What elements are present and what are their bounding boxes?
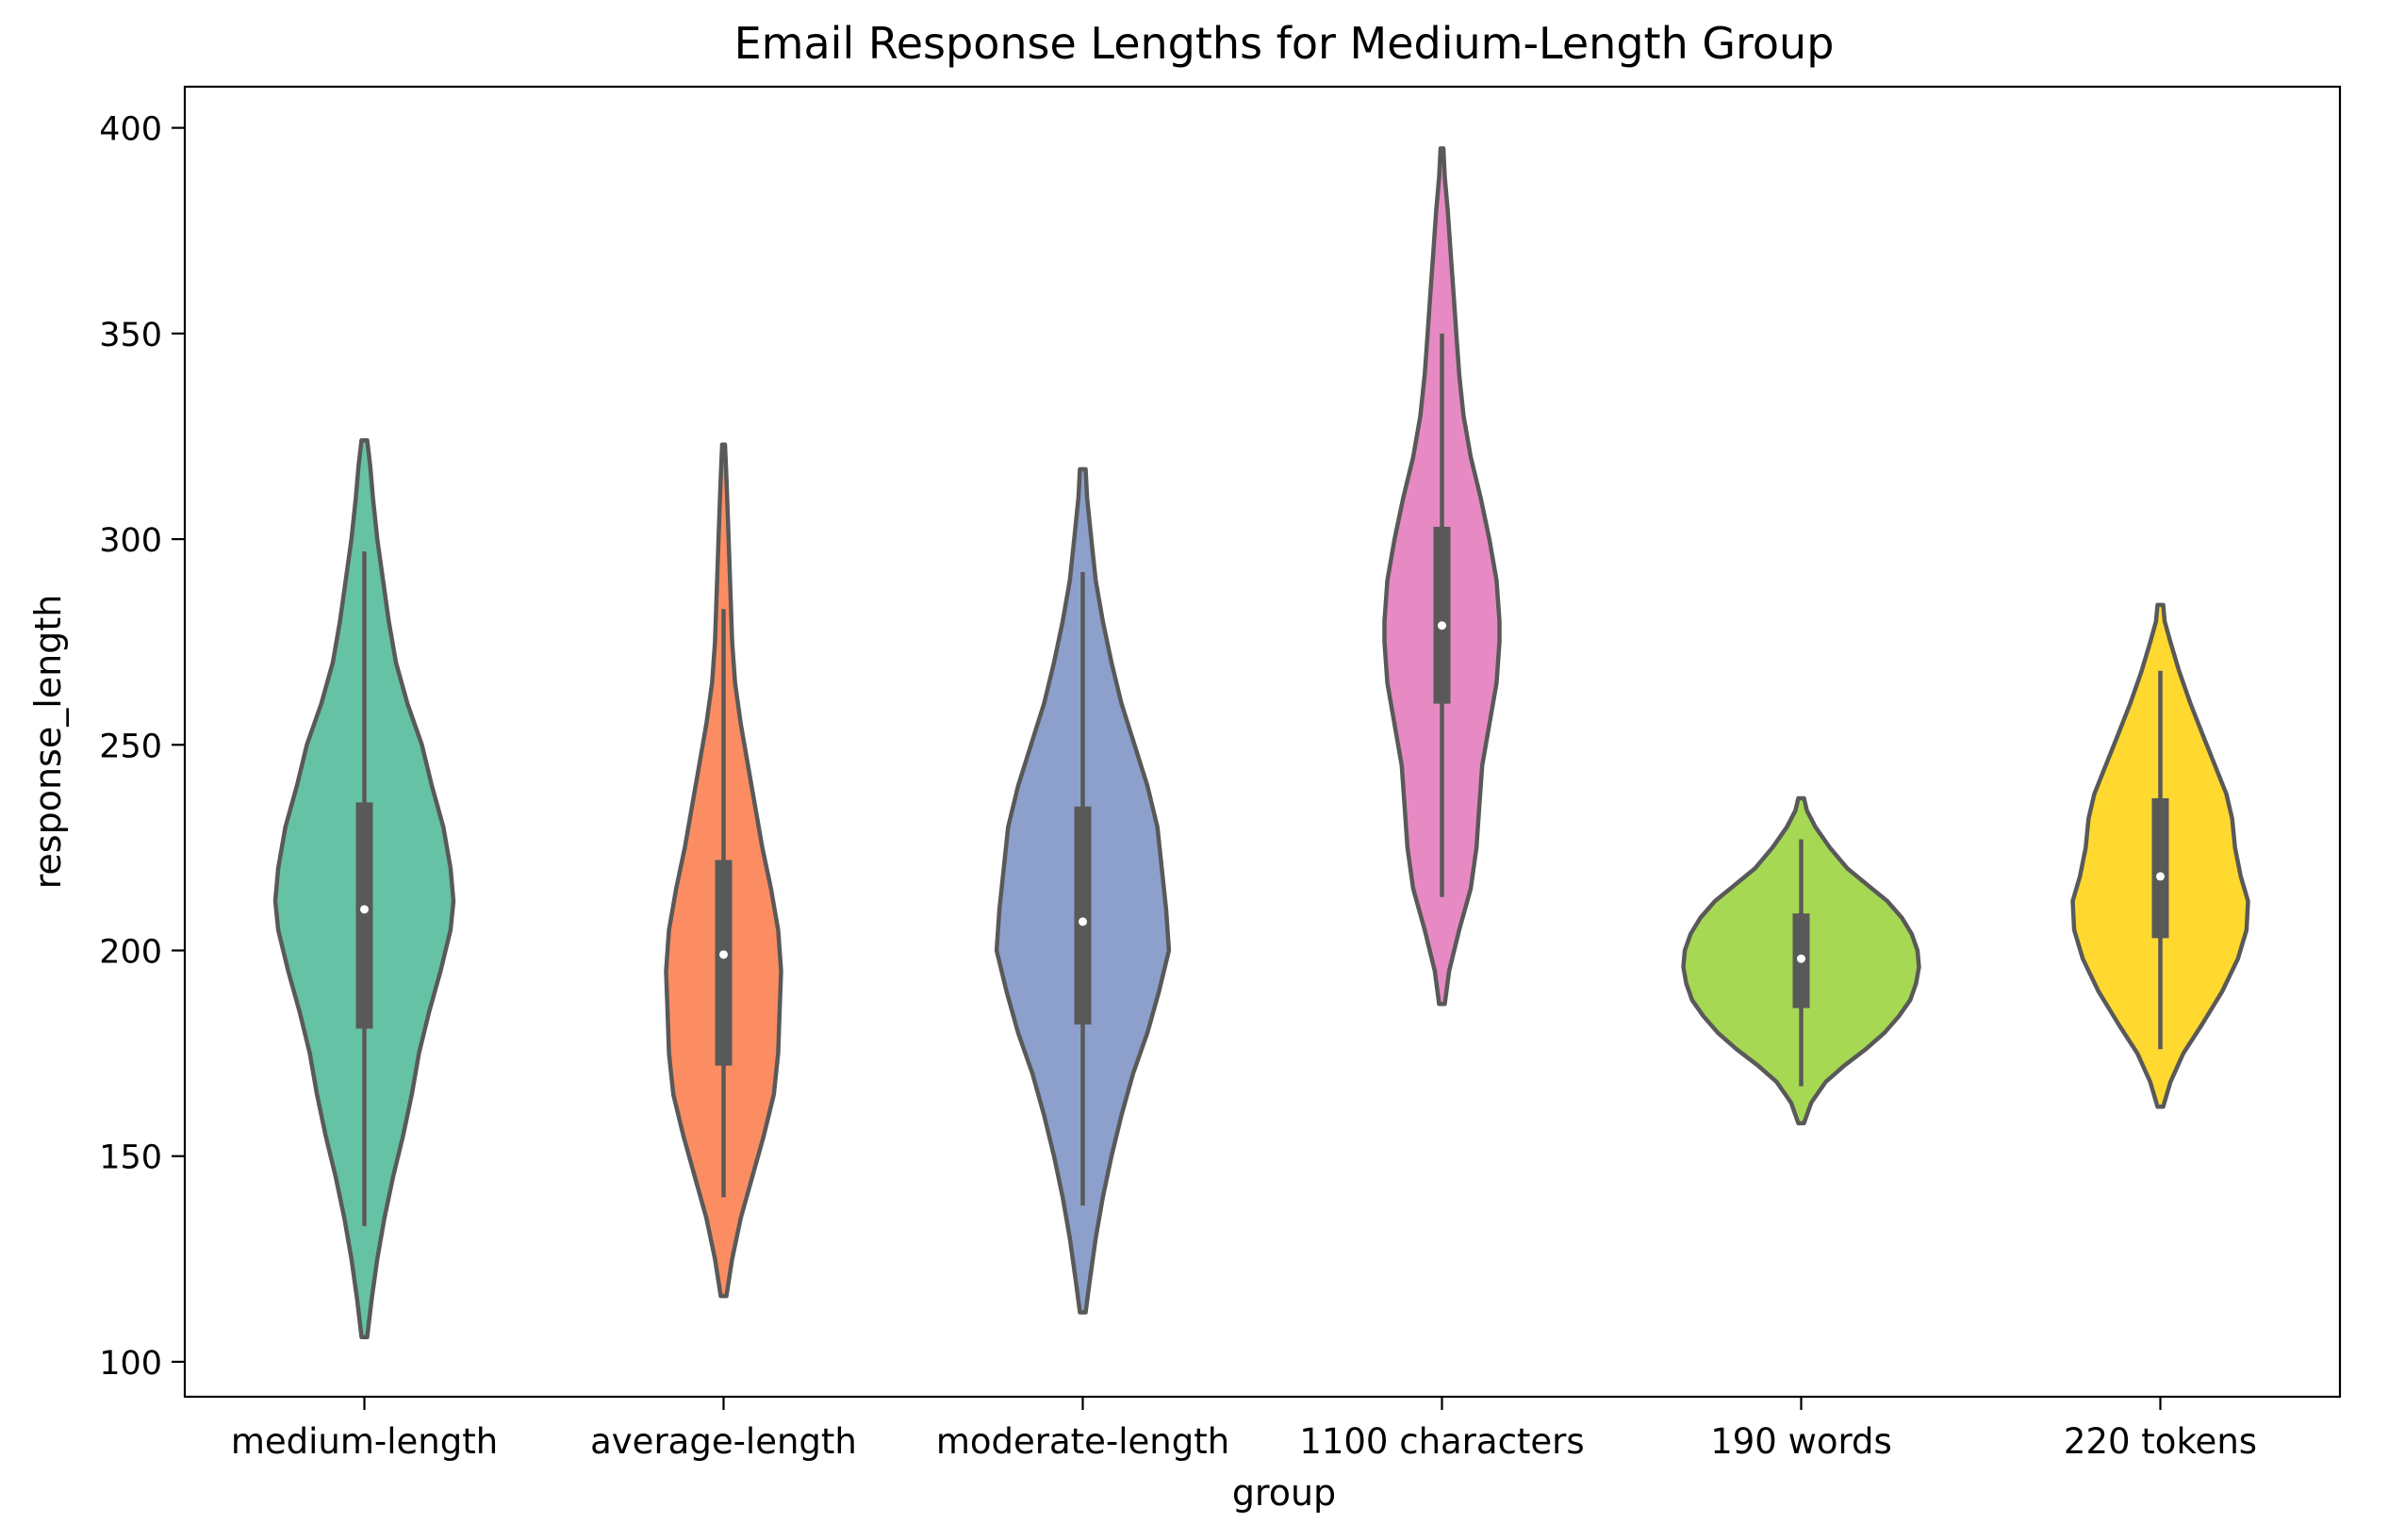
y-tick-label: 250	[99, 728, 162, 765]
y-tick-label: 400	[99, 111, 162, 149]
y-axis-label: response_length	[27, 595, 69, 890]
violin-median-dot	[1079, 917, 1087, 926]
x-tick-label: moderate-length	[936, 1421, 1229, 1462]
violin-190-words	[1681, 795, 1921, 1126]
violin-median-dot	[2156, 872, 2165, 881]
violins-layer	[272, 146, 2250, 1339]
x-axis-label: group	[1232, 1472, 1336, 1514]
y-tick-label: 300	[99, 522, 162, 560]
x-tick-label: 1100 characters	[1299, 1421, 1584, 1462]
x-axis: medium-length average-length moderate-leng…	[231, 1397, 2257, 1462]
violin-iqr-box	[355, 802, 373, 1029]
violin-average-length	[664, 442, 783, 1299]
x-tick-label: average-length	[590, 1421, 857, 1462]
violin-medium-length	[272, 438, 456, 1339]
violin-moderate-length	[994, 467, 1172, 1315]
violin-median-dot	[360, 905, 369, 914]
chart-title: Email Response Lengths for Medium-Length…	[734, 18, 1835, 69]
violin-iqr-box	[1074, 806, 1092, 1025]
plot-frame	[183, 85, 2342, 1399]
violin-median-dot	[719, 950, 728, 959]
violin-1100-characters	[1382, 146, 1502, 1007]
y-tick-label: 100	[99, 1345, 162, 1383]
x-tick-label: 220 tokens	[2064, 1421, 2257, 1462]
violin-iqr-box	[1433, 526, 1451, 704]
violin-iqr-box	[2151, 798, 2169, 939]
violin-median-dot	[1438, 621, 1446, 631]
y-tick-label: 150	[99, 1139, 162, 1177]
violin-median-dot	[1797, 954, 1805, 963]
y-tick-label: 200	[99, 933, 162, 971]
y-axis: 100 150 200 250 300 350 400	[99, 111, 185, 1383]
violin-220-tokens	[2070, 602, 2250, 1109]
x-tick-label: medium-length	[231, 1421, 498, 1462]
violin-iqr-box	[715, 860, 733, 1066]
x-tick-label: 190 words	[1710, 1421, 1892, 1462]
y-tick-label: 350	[99, 317, 162, 354]
